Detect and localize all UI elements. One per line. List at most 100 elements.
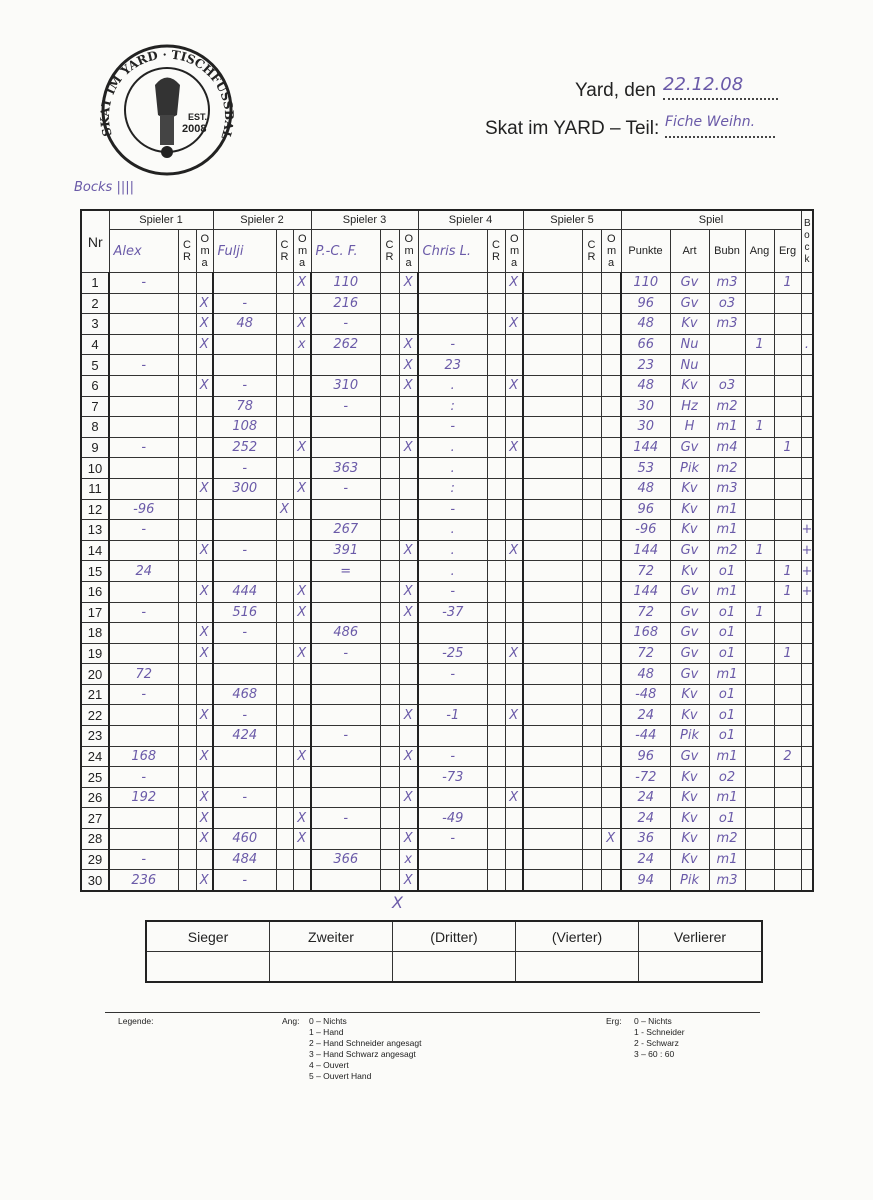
player-1-name-field[interactable]: Alex [108,229,179,273]
player-3-oma-cell[interactable] [398,560,419,582]
player-2-oma-cell[interactable]: X [292,642,312,665]
player-1-cr-cell[interactable] [177,354,197,376]
player-5-cr-cell[interactable] [581,601,602,624]
player-3-points-cell[interactable]: - [310,395,381,418]
player-1-cr-cell[interactable] [177,519,197,541]
erg-cell[interactable]: 1 [773,272,802,294]
punkte-cell[interactable]: 48 [620,374,671,397]
player-1-points-cell[interactable] [108,642,179,665]
player-1-oma-cell[interactable]: X [195,745,214,768]
player-5-points-cell[interactable] [522,580,583,603]
bubn-cell[interactable]: m4 [708,436,746,459]
player-2-cr-cell[interactable] [275,374,294,397]
player-1-cr-cell[interactable] [177,436,197,459]
art-cell[interactable]: Kv [669,704,710,727]
player-4-cr-cell[interactable] [486,745,506,768]
player-2-points-cell[interactable] [212,519,277,541]
player-1-oma-cell[interactable] [195,416,214,438]
player-2-oma-cell[interactable]: X [292,745,312,768]
player-4-cr-cell[interactable] [486,457,506,479]
player-4-points-cell[interactable]: . [417,560,488,582]
bock-cell[interactable]: + [800,539,814,562]
player-4-cr-cell[interactable] [486,725,506,747]
art-cell[interactable]: Gv [669,663,710,685]
ang-cell[interactable] [744,704,775,727]
player-4-cr-cell[interactable] [486,848,506,871]
player-4-cr-cell[interactable] [486,477,506,500]
player-4-oma-cell[interactable] [504,766,524,788]
player-3-points-cell[interactable]: 391 [310,539,381,562]
player-3-points-cell[interactable] [310,745,381,768]
erg-cell[interactable] [773,313,802,335]
punkte-cell[interactable]: 144 [620,580,671,603]
player-4-points-cell[interactable]: - [417,828,488,850]
art-cell[interactable]: Kv [669,498,710,521]
player-5-cr-cell[interactable] [581,292,602,315]
art-cell[interactable]: Kv [669,807,710,830]
ang-cell[interactable] [744,766,775,788]
player-2-points-cell[interactable]: - [212,374,277,397]
bubn-cell[interactable]: m1 [708,580,746,603]
player-3-points-cell[interactable]: 363 [310,457,381,479]
player-2-points-cell[interactable]: 108 [212,416,277,438]
player-1-points-cell[interactable] [108,292,179,315]
verlierer-field[interactable] [638,951,763,983]
player-3-points-cell[interactable]: = [310,560,381,582]
player-4-points-cell[interactable] [417,848,488,871]
player-1-points-cell[interactable] [108,457,179,479]
art-cell[interactable]: Gv [669,622,710,644]
player-5-points-cell[interactable] [522,436,583,459]
player-3-oma-cell[interactable] [398,766,419,788]
player-1-points-cell[interactable]: 24 [108,560,179,582]
player-2-points-cell[interactable] [212,498,277,521]
player-5-points-cell[interactable] [522,457,583,479]
player-2-name-field[interactable]: Fulji [212,229,277,273]
player-2-cr-cell[interactable] [275,642,294,665]
player-4-points-cell[interactable]: -1 [417,704,488,727]
player-4-cr-cell[interactable] [486,580,506,603]
player-4-oma-cell[interactable] [504,333,524,356]
player-2-oma-cell[interactable] [292,395,312,418]
art-cell[interactable]: Gv [669,539,710,562]
player-1-oma-cell[interactable] [195,848,214,871]
bubn-cell[interactable]: o1 [708,642,746,665]
bock-cell[interactable] [800,807,814,830]
player-5-oma-cell[interactable] [600,786,622,809]
player-1-cr-cell[interactable] [177,498,197,521]
player-1-cr-cell[interactable] [177,601,197,624]
erg-cell[interactable] [773,374,802,397]
bock-cell[interactable] [800,745,814,768]
player-3-oma-cell[interactable] [398,622,419,644]
player-2-oma-cell[interactable]: X [292,477,312,500]
player-4-points-cell[interactable]: - [417,416,488,438]
ang-cell[interactable] [744,683,775,706]
player-3-points-cell[interactable] [310,786,381,809]
player-4-cr-cell[interactable] [486,622,506,644]
player-4-points-cell[interactable] [417,622,488,644]
player-1-oma-cell[interactable]: X [195,539,214,562]
bubn-cell[interactable]: m3 [708,272,746,294]
player-4-oma-cell[interactable]: X [504,642,524,665]
player-5-points-cell[interactable] [522,601,583,624]
player-1-points-cell[interactable]: 236 [108,869,179,892]
ang-cell[interactable] [744,313,775,335]
erg-cell[interactable] [773,354,802,376]
player-3-oma-cell[interactable]: x [398,848,419,871]
ang-cell[interactable] [744,828,775,850]
player-1-points-cell[interactable]: - [108,601,179,624]
player-2-oma-cell[interactable]: x [292,333,312,356]
player-2-oma-cell[interactable] [292,725,312,747]
player-5-oma-cell[interactable] [600,354,622,376]
ang-cell[interactable] [744,436,775,459]
erg-cell[interactable] [773,622,802,644]
player-1-points-cell[interactable] [108,539,179,562]
player-5-points-cell[interactable] [522,848,583,871]
player-1-points-cell[interactable] [108,828,179,850]
player-4-cr-cell[interactable] [486,663,506,685]
punkte-cell[interactable]: -72 [620,766,671,788]
bock-cell[interactable] [800,272,814,294]
ang-cell[interactable]: 1 [744,333,775,356]
player-4-oma-cell[interactable] [504,745,524,768]
erg-cell[interactable] [773,683,802,706]
player-3-points-cell[interactable]: - [310,642,381,665]
